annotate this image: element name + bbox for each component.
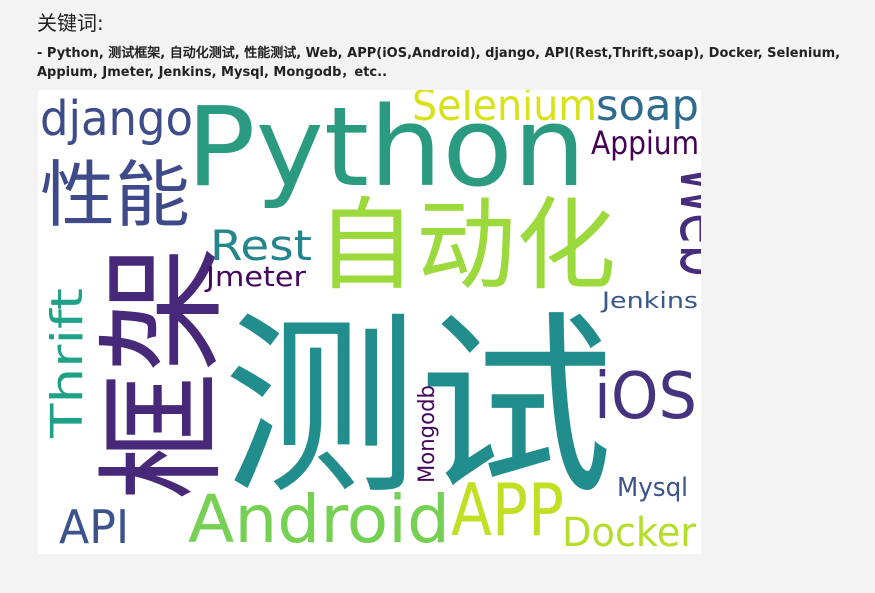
word-zi-dong-hua: 自动化 (316, 187, 616, 304)
word-kuang-jia: 框架 (87, 245, 239, 500)
word-jenkins: Jenkins (600, 289, 698, 314)
word-rest: Rest (210, 221, 312, 270)
word-mysql: Mysql (617, 473, 688, 503)
word-mongodb: Mongodb (415, 385, 440, 483)
keywords-list-text: - Python, 测试框架, 自动化测试, 性能测试, Web, APP(iO… (37, 46, 841, 80)
word-xing-neng: 性能 (40, 153, 190, 237)
word-web: Web (664, 165, 701, 277)
word-ios: iOS (594, 360, 697, 434)
word-ce-shi: 测试 (223, 294, 613, 521)
word-django: django (40, 91, 193, 147)
word-android: Android (188, 481, 450, 554)
word-docker: Docker (562, 510, 697, 554)
keywords-heading: 关键词: (37, 11, 104, 35)
word-selenium: Selenium (412, 90, 597, 131)
word-api: API (59, 500, 129, 554)
word-cloud-svg: Python 测试 框架 自动化 性能 django Selenium soap… (40, 90, 701, 554)
word-jmeter: Jmeter (204, 260, 307, 293)
word-python: Python (186, 90, 586, 211)
word-soap: soap (596, 90, 699, 131)
word-thrift: Thrift (42, 288, 93, 439)
word-appium: Appium (591, 124, 699, 162)
word-app: APP (451, 468, 564, 552)
word-cloud-image: Python 测试 框架 自动化 性能 django Selenium soap… (38, 90, 701, 554)
